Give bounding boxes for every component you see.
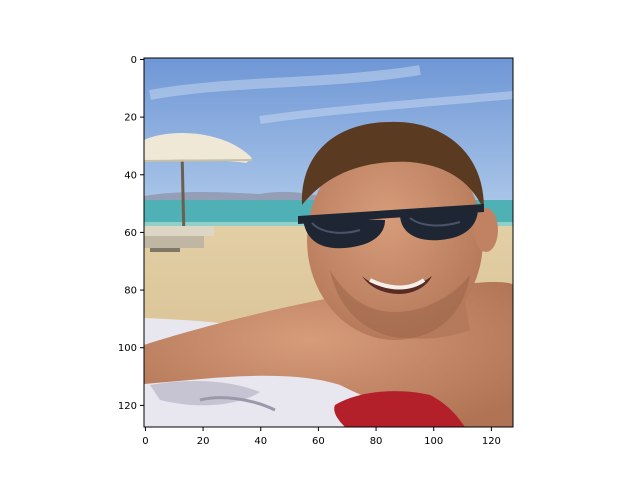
y-tick-label: 40 <box>124 170 137 181</box>
x-tick-label: 0 <box>142 436 148 447</box>
axes-frame <box>143 57 514 428</box>
cloud-streak <box>259 91 513 124</box>
lounge-chairs <box>144 226 214 252</box>
x-tick-label: 100 <box>424 436 443 447</box>
y-tick-label: 20 <box>124 113 137 124</box>
y-axis-ticks: 0 20 40 60 80 100 120 <box>118 55 144 412</box>
x-axis-ticks: 0 20 40 60 80 100 120 <box>142 427 501 447</box>
y-tick-label: 60 <box>124 228 137 239</box>
y-tick-label: 120 <box>118 401 137 412</box>
x-tick-label: 40 <box>254 436 267 447</box>
y-tick-label: 0 <box>131 55 137 66</box>
hair <box>301 121 485 210</box>
y-tick-label: 100 <box>118 343 137 354</box>
y-tick-label: 80 <box>124 286 137 297</box>
cloud-streak <box>149 65 421 100</box>
x-tick-label: 80 <box>370 436 383 447</box>
face <box>307 140 483 340</box>
smile <box>362 276 432 294</box>
red-cloth <box>334 391 465 427</box>
photo-image <box>144 58 513 427</box>
x-tick-label: 20 <box>197 436 210 447</box>
sunglasses <box>298 204 484 249</box>
x-tick-label: 120 <box>482 436 501 447</box>
x-tick-label: 60 <box>312 436 325 447</box>
beach-umbrella <box>144 133 253 241</box>
